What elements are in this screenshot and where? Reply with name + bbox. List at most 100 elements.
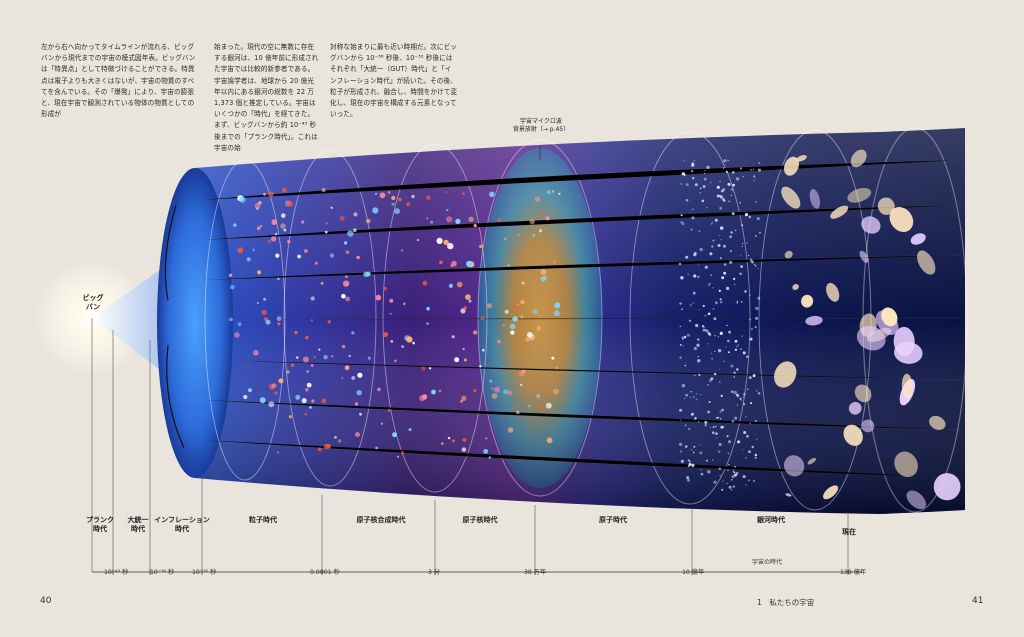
star — [733, 371, 736, 374]
star — [732, 277, 736, 281]
star — [748, 254, 750, 257]
star — [693, 451, 695, 454]
tick-label-3min: 3 分 — [428, 569, 441, 576]
star — [687, 459, 690, 462]
star — [681, 384, 686, 388]
particle — [422, 394, 428, 400]
star — [682, 345, 684, 347]
galaxy — [823, 485, 839, 500]
star — [680, 214, 683, 217]
star — [745, 457, 747, 459]
particle — [507, 390, 513, 396]
star — [732, 470, 735, 472]
star — [706, 165, 710, 170]
star — [719, 368, 721, 370]
particle — [422, 280, 428, 286]
particle — [306, 370, 309, 373]
rotation-arrow-bottom — [166, 344, 185, 449]
star — [722, 167, 725, 169]
particle — [516, 303, 520, 306]
star — [699, 187, 702, 190]
particle — [237, 247, 244, 254]
particle — [248, 388, 252, 393]
particle — [408, 428, 412, 432]
star — [680, 419, 682, 421]
galaxy-field — [774, 149, 961, 510]
particle — [416, 238, 419, 242]
particle — [304, 412, 308, 416]
star — [692, 177, 695, 180]
star — [684, 397, 686, 399]
star — [753, 263, 756, 266]
particle — [446, 216, 453, 223]
particle — [426, 306, 430, 311]
star — [713, 480, 717, 484]
galaxy — [809, 189, 821, 209]
particle — [321, 398, 327, 404]
particle — [389, 298, 394, 303]
star — [718, 450, 721, 453]
particle — [256, 302, 259, 304]
star — [680, 221, 683, 224]
particle — [479, 365, 482, 368]
particle — [441, 442, 444, 445]
star — [700, 394, 702, 396]
star — [695, 393, 698, 395]
particle — [390, 340, 394, 343]
star — [728, 330, 731, 334]
star — [745, 484, 747, 486]
star — [714, 425, 717, 428]
particle — [538, 229, 543, 233]
star — [723, 198, 725, 200]
star — [723, 244, 726, 248]
star — [684, 364, 687, 367]
particle — [366, 218, 371, 224]
particle — [374, 192, 378, 195]
star — [731, 171, 735, 174]
particle — [383, 286, 388, 291]
particle — [243, 394, 248, 400]
particle — [411, 194, 415, 199]
star — [714, 350, 716, 352]
star — [704, 265, 708, 269]
star — [744, 290, 747, 293]
particle — [277, 277, 280, 281]
era-label-line1: 原子核合成時代 — [356, 516, 406, 524]
star — [741, 335, 743, 337]
star — [718, 443, 722, 446]
star — [726, 286, 730, 290]
particle — [452, 439, 455, 443]
particle — [507, 427, 514, 433]
star — [679, 356, 682, 359]
star — [743, 403, 746, 406]
star — [742, 243, 744, 245]
particle — [513, 304, 518, 309]
star — [755, 201, 757, 203]
particle-field — [228, 159, 761, 491]
star — [753, 180, 755, 182]
star — [719, 331, 723, 335]
galaxy — [801, 294, 814, 308]
era-label-line2: 時代 — [131, 525, 145, 533]
star — [719, 410, 722, 413]
star — [743, 392, 746, 396]
particle — [391, 202, 395, 206]
particle — [274, 391, 278, 395]
particle — [517, 234, 520, 237]
star — [707, 312, 711, 316]
star — [687, 478, 690, 482]
galaxy — [856, 325, 886, 351]
particle — [274, 232, 278, 236]
particle — [491, 393, 498, 399]
particle — [259, 397, 266, 404]
particle — [375, 294, 382, 301]
particle — [516, 410, 520, 415]
particle — [356, 255, 360, 260]
particle — [466, 260, 473, 268]
particle — [401, 450, 405, 455]
particle — [277, 322, 281, 326]
star — [709, 426, 711, 428]
star — [730, 478, 733, 481]
star — [740, 301, 743, 303]
star — [721, 189, 724, 193]
